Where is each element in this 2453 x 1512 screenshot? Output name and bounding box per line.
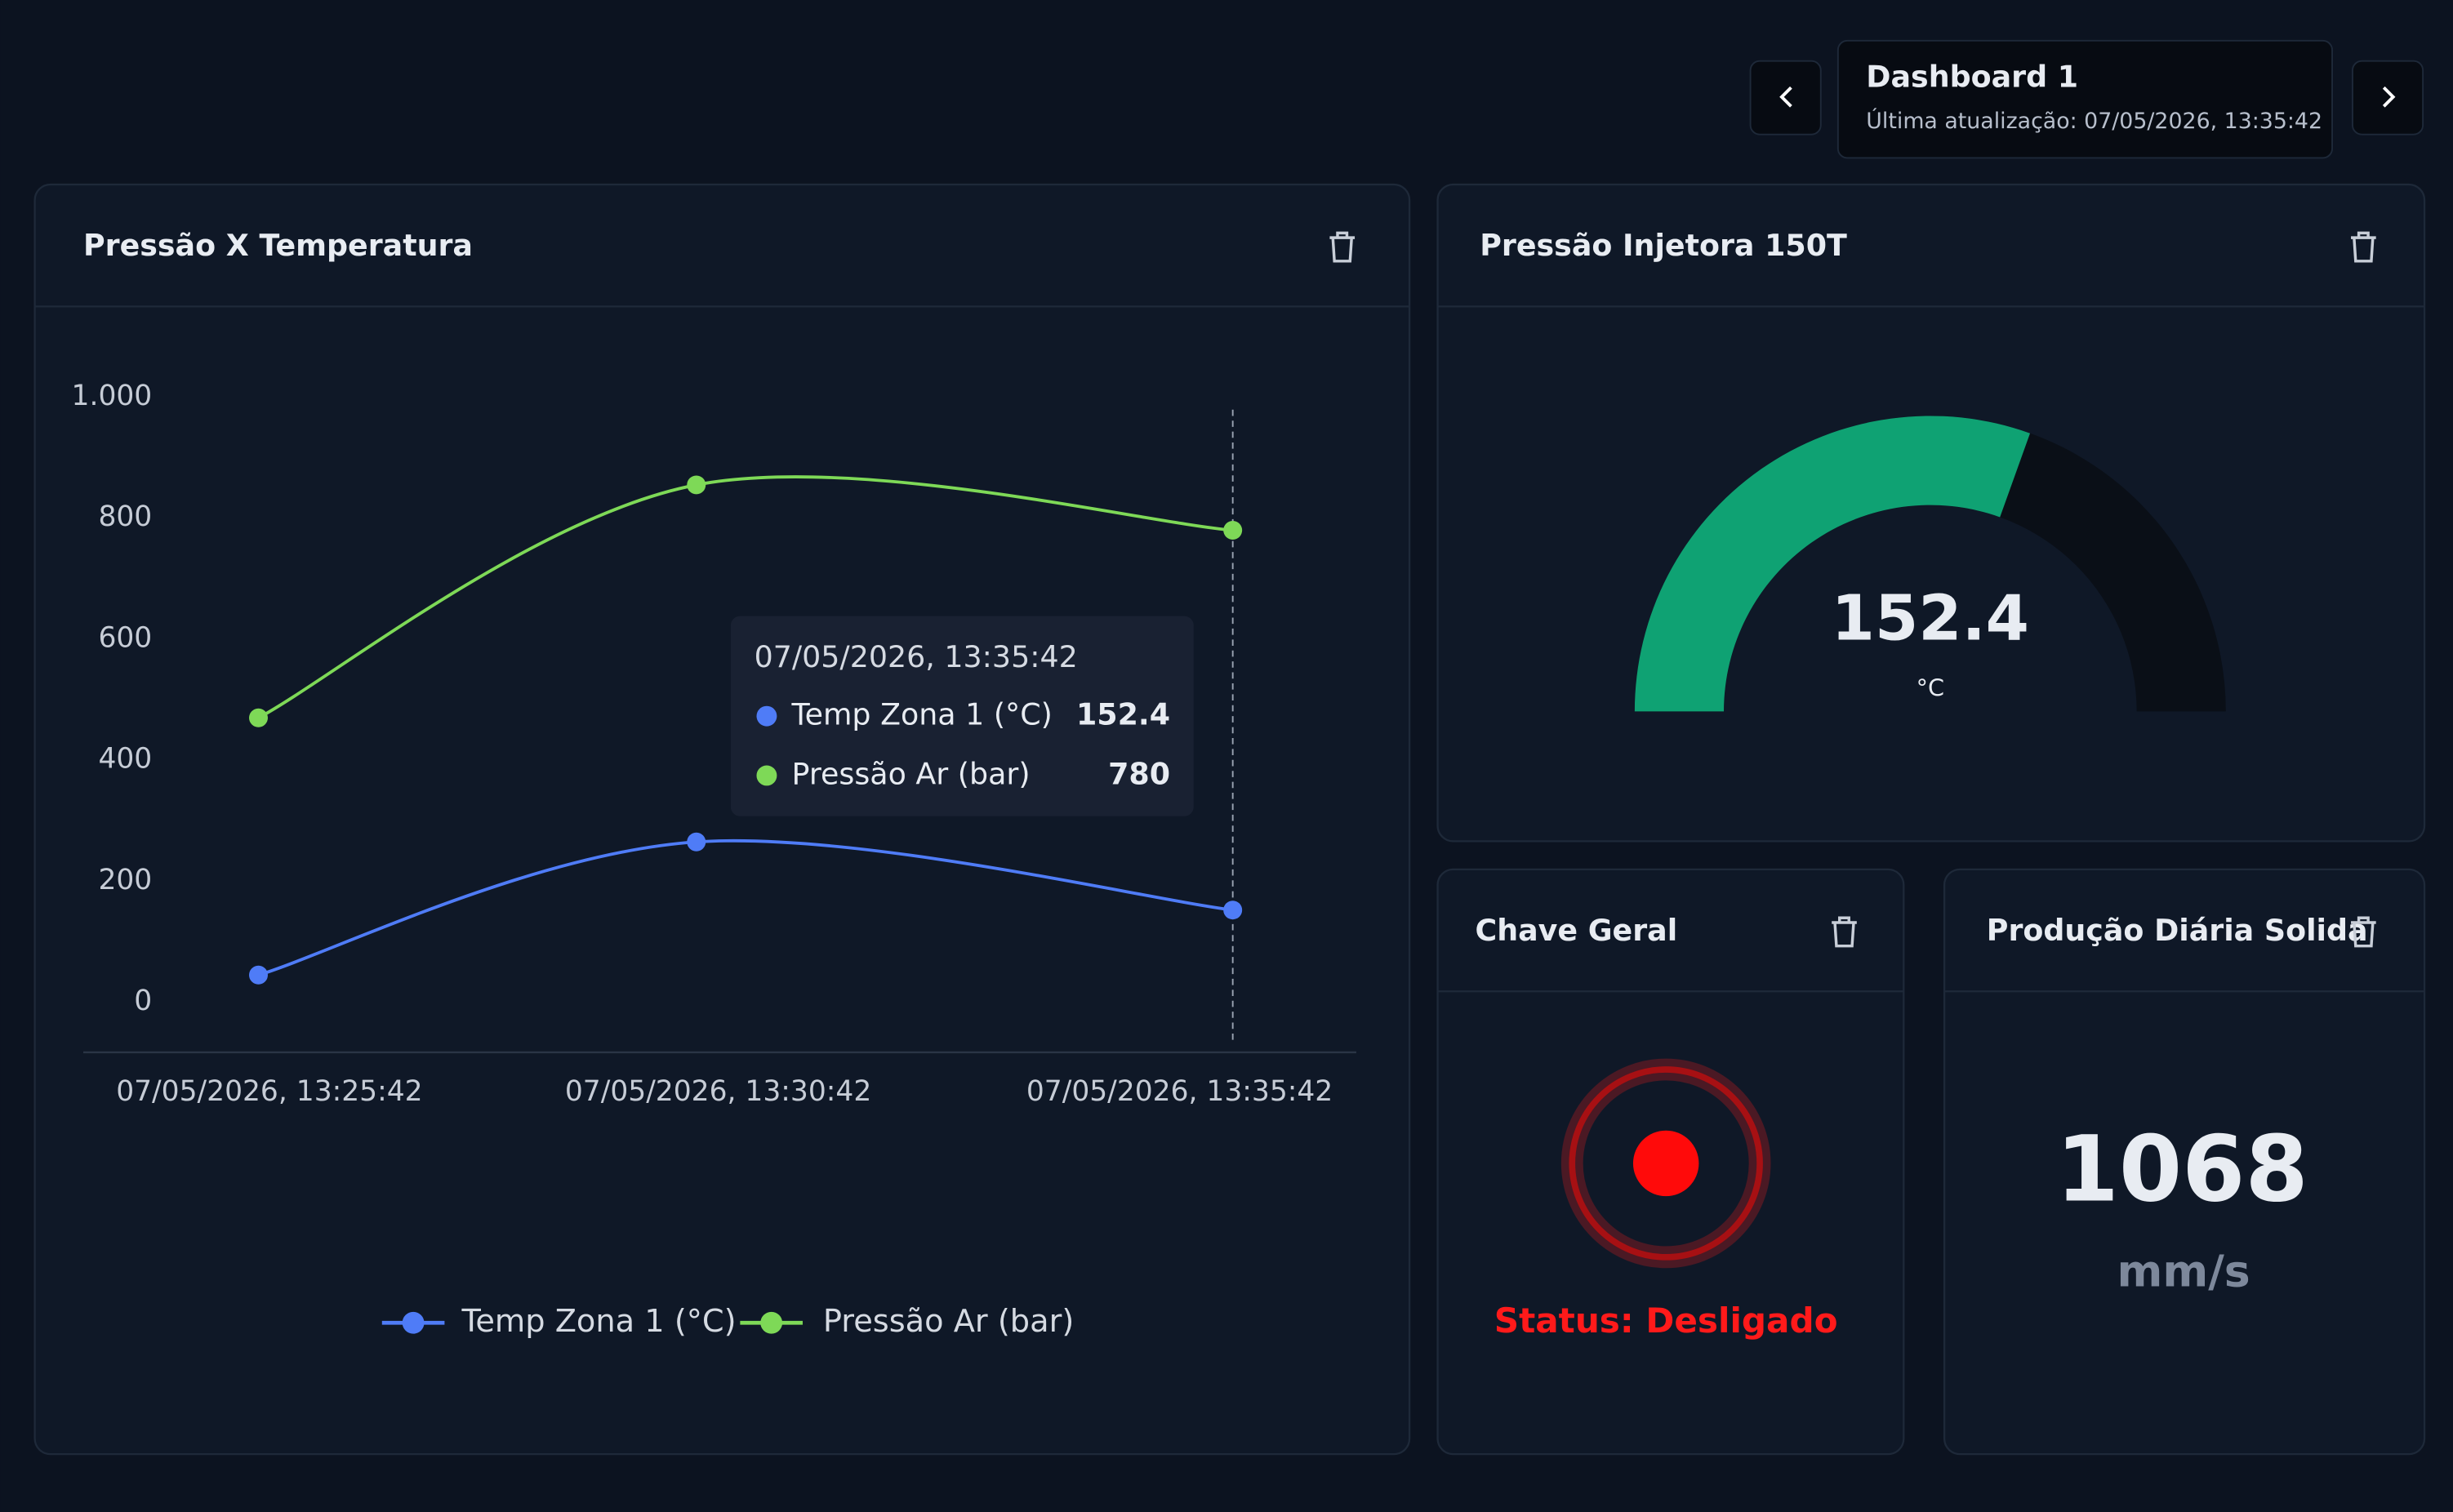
legend-dot (760, 1311, 783, 1334)
dashboard-title: Dashboard 1 (1866, 59, 2078, 94)
legend-label: Pressão Ar (bar) (823, 1303, 1074, 1340)
y-tick-label: 800 (98, 500, 152, 533)
gauge-value: 152.4 (1832, 582, 2029, 655)
tooltip (730, 616, 1194, 816)
next-button[interactable] (2351, 60, 2424, 136)
data-point (687, 475, 706, 495)
last-update: Última atualização: 07/05/2026, 13:35:42 (1866, 108, 2322, 134)
data-point (1223, 521, 1243, 540)
legend-dot (402, 1311, 425, 1334)
tooltip-dot (756, 705, 777, 727)
legend-label: Temp Zona 1 (°C) (461, 1303, 736, 1340)
delete-button[interactable] (1832, 916, 1857, 948)
chart-card (33, 183, 1411, 1456)
gauge-card (1436, 183, 2426, 843)
tooltip-value: 780 (1108, 756, 1170, 791)
status-text: Status: Desligado (1494, 1301, 1838, 1341)
delete-button[interactable] (1329, 231, 1356, 263)
card-title: Pressão X Temperatura (83, 228, 473, 263)
tooltip-value: 152.4 (1076, 697, 1170, 732)
production-card (1943, 868, 2426, 1456)
card-title: Chave Geral (1476, 913, 1678, 948)
data-point (248, 965, 268, 985)
x-tick-label: 07/05/2026, 13:25:42 (116, 1075, 422, 1108)
prev-icon (1779, 86, 1792, 108)
data-point (687, 832, 706, 852)
data-point (1223, 901, 1243, 920)
production-unit: mm/s (2117, 1246, 2250, 1297)
prev-button[interactable] (1749, 60, 1822, 136)
status-indicator (1632, 1130, 1699, 1197)
delete-button[interactable] (2351, 916, 2376, 948)
y-tick-label: 400 (98, 743, 152, 776)
y-tick-label: 200 (98, 864, 152, 896)
data-point (248, 708, 268, 727)
dashboard-selector[interactable] (1836, 39, 2334, 159)
y-tick-label: 0 (134, 985, 152, 1017)
production-value: 1068 (2056, 1117, 2308, 1222)
tooltip-series: Temp Zona 1 (°C) (791, 697, 1053, 732)
card-title: Pressão Injetora 150T (1480, 228, 1847, 263)
y-tick-label: 1.000 (72, 380, 153, 412)
status-glow (1560, 1058, 1771, 1269)
tooltip-time: 07/05/2026, 13:35:42 (755, 639, 1078, 674)
next-icon (2382, 86, 2396, 108)
card-title: Produção Diária Solida (1987, 913, 2368, 948)
gauge-unit: °C (1917, 674, 1944, 702)
tooltip-series: Pressão Ar (bar) (792, 756, 1031, 791)
status-ring (1569, 1066, 1763, 1261)
delete-button[interactable] (2351, 231, 2376, 263)
x-tick-label: 07/05/2026, 13:30:42 (565, 1075, 871, 1108)
x-tick-label: 07/05/2026, 13:35:42 (1026, 1075, 1333, 1108)
gauge-fill (1634, 416, 2031, 712)
y-tick-label: 600 (98, 621, 152, 654)
tooltip-dot (756, 765, 777, 786)
